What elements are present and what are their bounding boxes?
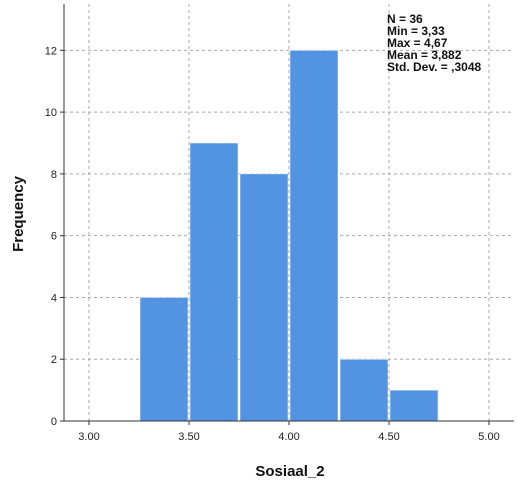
y-tick-label: 2: [51, 354, 57, 366]
y-axis-ticks: 0 2 4 6 8 10 12: [45, 45, 64, 428]
stat-line: Min = 3,33: [387, 24, 445, 38]
x-axis-ticks: 3.00 3.50 4.00 4.50 5.00: [78, 421, 500, 443]
stat-line: Std. Dev. = ,3048: [387, 60, 481, 74]
histogram-bar: [139, 297, 189, 422]
histogram-bars: [139, 50, 439, 422]
y-tick-label: 10: [45, 107, 57, 119]
y-tick-label: 6: [51, 231, 57, 243]
stat-line: Mean = 3,882: [387, 48, 462, 62]
y-axis-title: Frequency: [10, 175, 27, 252]
y-tick-label: 12: [45, 45, 57, 57]
grid-lines: [64, 4, 514, 421]
x-tick-label: 4.00: [278, 431, 299, 443]
stat-line: Max = 4,67: [387, 36, 448, 50]
x-tick-label: 5.00: [478, 431, 499, 443]
x-axis-title: Sosiaal_2: [255, 463, 324, 480]
x-tick-label: 4.50: [378, 431, 399, 443]
histogram-bar: [339, 358, 389, 422]
y-tick-label: 0: [51, 416, 57, 428]
histogram-bar: [189, 142, 239, 422]
histogram-bar: [389, 389, 439, 422]
y-tick-label: 8: [51, 169, 57, 181]
histogram-bar: [289, 50, 339, 422]
histogram-bar: [239, 173, 289, 422]
x-tick-label: 3.00: [78, 431, 99, 443]
stat-line: N = 36: [387, 12, 423, 26]
y-tick-label: 4: [51, 292, 57, 304]
x-tick-label: 3.50: [178, 431, 199, 443]
